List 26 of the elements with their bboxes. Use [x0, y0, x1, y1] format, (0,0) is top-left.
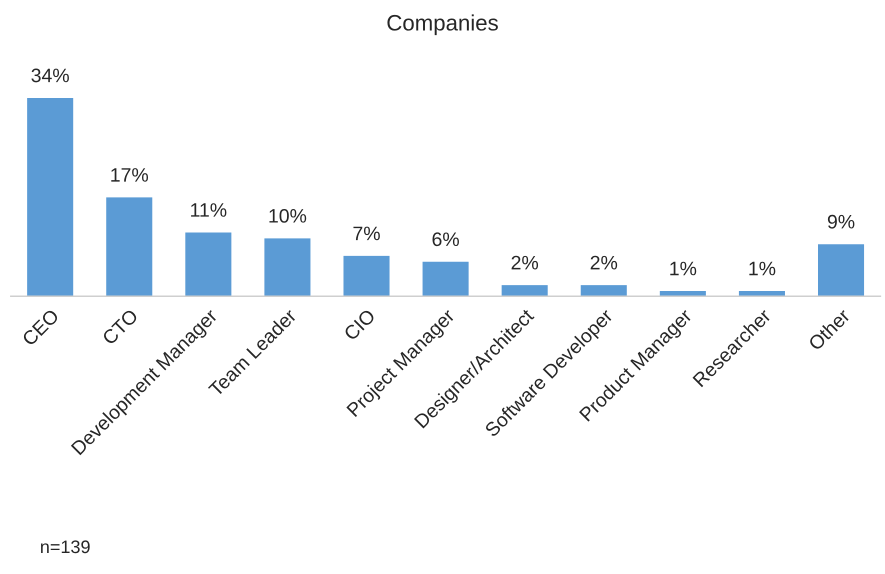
data-label: 2%: [512, 256, 538, 270]
bar: [579, 284, 628, 296]
x-tick-label: CTO: [102, 308, 139, 346]
text: n=139: [41, 540, 90, 554]
data-label: 34%: [31, 68, 69, 82]
data-label: 7%: [353, 226, 380, 240]
bar: [104, 196, 154, 296]
data-label: 1%: [670, 262, 696, 276]
data-label: 6%: [432, 232, 459, 246]
bar: [184, 231, 233, 296]
data-label: 1%: [749, 262, 776, 276]
bar: [26, 96, 75, 296]
bar: [658, 290, 708, 296]
data-label: 11%: [191, 203, 226, 217]
data-label: 9%: [828, 214, 854, 229]
bar: [421, 260, 470, 296]
bar: [816, 242, 866, 296]
bar: [263, 236, 312, 296]
x-tick-label: CIO: [343, 308, 376, 342]
chart-title: Companies: [387, 14, 498, 36]
data-label: 17%: [111, 168, 148, 182]
bar: [342, 254, 391, 296]
data-label: 2%: [590, 256, 618, 270]
data-label: 10%: [269, 208, 306, 223]
bar: [500, 284, 550, 296]
bar: [738, 290, 786, 296]
